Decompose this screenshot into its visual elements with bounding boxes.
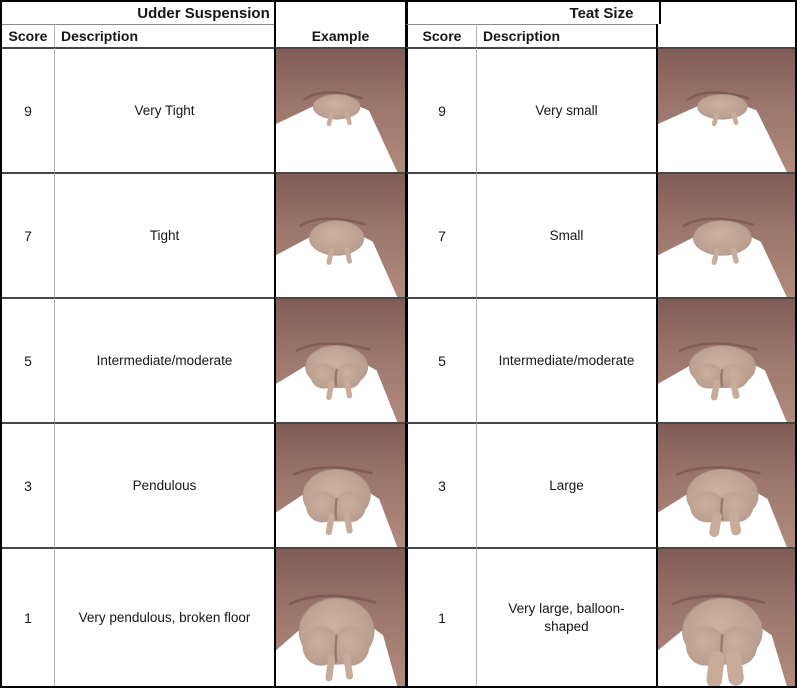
description-cell: Pendulous (54, 422, 274, 547)
description-cell: Small (476, 172, 656, 297)
udder-photo-drawing (276, 49, 405, 172)
udder-photo-drawing (276, 424, 405, 547)
teat-size-photo-score-7 (656, 172, 795, 297)
description-cell: Very small (476, 47, 656, 172)
score-cell: 5 (2, 297, 54, 422)
score-cell: 9 (2, 47, 54, 172)
udder-photo-drawing (658, 299, 795, 422)
description-cell: Very Tight (54, 47, 274, 172)
score-header: Score (405, 24, 476, 47)
score-cell: 3 (2, 422, 54, 547)
description-cell: Intermediate/moderate (54, 297, 274, 422)
example-header: Example (274, 24, 405, 47)
score-cell: 7 (2, 172, 54, 297)
udder-suspension-photo-score-3 (274, 422, 405, 547)
score-cell: 5 (405, 297, 476, 422)
score-cell: 7 (405, 172, 476, 297)
score-cell: 1 (405, 547, 476, 686)
description-cell: Tight (54, 172, 274, 297)
udder-photo-drawing (658, 549, 795, 686)
score-header: Score (2, 24, 54, 47)
description-header: Description (54, 24, 274, 47)
section-title: Udder Suspension (2, 2, 405, 24)
teat-size-photo-score-9 (656, 47, 795, 172)
score-cell: 9 (405, 47, 476, 172)
udder-suspension-photo-score-9 (274, 47, 405, 172)
score-cell: 3 (405, 422, 476, 547)
udder-suspension-photo-score-1 (274, 547, 405, 686)
description-cell: Intermediate/moderate (476, 297, 656, 422)
description-cell: Very pendulous, broken floor (54, 547, 274, 686)
udder-photo-drawing (276, 299, 405, 422)
teat-size-photo-score-3 (656, 422, 795, 547)
udder-suspension-photo-score-7 (274, 172, 405, 297)
teat-size-photo-score-5 (656, 297, 795, 422)
udder-suspension-photo-score-5 (274, 297, 405, 422)
description-header: Description (476, 24, 656, 47)
score-cell: 1 (2, 547, 54, 686)
section-title: Teat Size (405, 2, 795, 24)
udder-photo-drawing (276, 549, 405, 686)
udder-photo-drawing (658, 174, 795, 297)
udder-photo-drawing (658, 424, 795, 547)
teat-size-photo-score-1 (656, 547, 795, 686)
example-header (656, 24, 795, 47)
description-cell: Large (476, 422, 656, 547)
description-cell: Very large, balloon-shaped (476, 547, 656, 686)
udder-photo-drawing (276, 174, 405, 297)
udder-photo-drawing (658, 49, 795, 172)
